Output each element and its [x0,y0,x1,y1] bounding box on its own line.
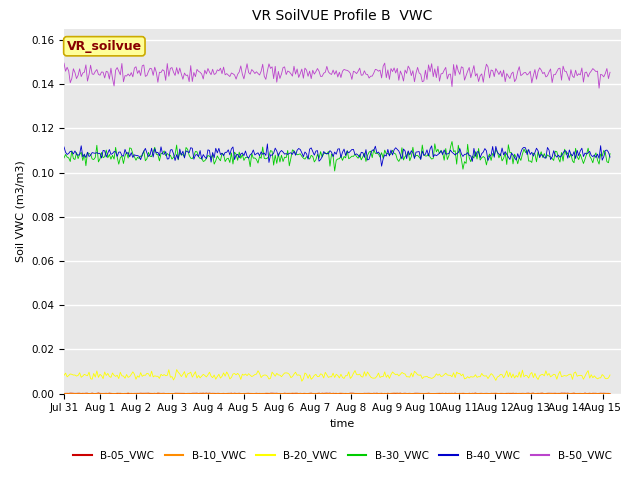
B-30_VWC [606,151,614,156]
B-40_VWC [385,153,393,159]
B-10_VWC [606,391,614,396]
B-20_VWC [602,376,609,382]
B-05_VWC [315,390,323,396]
B-50_VWC [351,69,359,75]
B-20_VWC [173,367,180,372]
B-10_VWC [92,391,99,396]
B-20_VWC [586,375,593,381]
B-50_VWC [595,85,603,91]
Legend: B-05_VWC, B-10_VWC, B-20_VWC, B-30_VWC, B-40_VWC, B-50_VWC: B-05_VWC, B-10_VWC, B-20_VWC, B-30_VWC, … [69,446,616,466]
B-50_VWC [602,71,609,76]
Y-axis label: Soil VWC (m3/m3): Soil VWC (m3/m3) [15,160,26,262]
B-20_VWC [315,374,323,380]
B-30_VWC [60,155,68,161]
B-30_VWC [312,157,320,163]
B-05_VWC [355,391,362,396]
B-10_VWC [602,391,609,396]
B-05_VWC [602,390,609,396]
B-40_VWC [205,148,213,154]
B-30_VWC [205,154,213,159]
B-40_VWC [314,148,321,154]
B-05_VWC [95,390,102,396]
B-30_VWC [602,150,609,156]
B-05_VWC [586,390,593,396]
B-10_VWC [586,390,593,396]
Line: B-50_VWC: B-50_VWC [64,63,610,88]
B-10_VWC [315,390,323,396]
Line: B-30_VWC: B-30_VWC [64,142,610,171]
B-40_VWC [602,147,609,153]
B-30_VWC [384,151,392,156]
B-30_VWC [448,139,456,144]
B-50_VWC [205,69,213,75]
B-05_VWC [85,391,93,396]
B-20_VWC [606,372,614,378]
B-40_VWC [60,144,68,150]
Line: B-05_VWC: B-05_VWC [64,393,610,394]
B-50_VWC [606,70,614,75]
B-10_VWC [209,391,216,396]
Line: B-40_VWC: B-40_VWC [64,144,610,166]
Title: VR SoilVUE Profile B  VWC: VR SoilVUE Profile B VWC [252,10,433,24]
B-50_VWC [384,67,392,73]
B-50_VWC [312,69,320,74]
B-20_VWC [60,372,68,378]
B-40_VWC [586,148,593,154]
B-20_VWC [207,373,215,379]
B-30_VWC [586,153,593,159]
B-30_VWC [331,168,339,174]
B-05_VWC [209,390,216,396]
B-10_VWC [355,391,362,396]
B-30_VWC [353,154,360,159]
Line: B-10_VWC: B-10_VWC [64,393,610,394]
X-axis label: time: time [330,419,355,429]
B-05_VWC [385,391,393,396]
B-20_VWC [385,375,393,381]
B-05_VWC [606,391,614,396]
B-20_VWC [298,378,306,384]
Text: VR_soilvue: VR_soilvue [67,40,142,53]
B-40_VWC [378,163,385,169]
B-10_VWC [385,391,393,396]
B-10_VWC [124,390,132,396]
B-50_VWC [381,60,388,66]
B-05_VWC [60,391,68,396]
B-40_VWC [353,151,360,157]
B-40_VWC [606,154,614,160]
B-20_VWC [355,372,362,378]
Line: B-20_VWC: B-20_VWC [64,370,610,381]
B-40_VWC [264,141,271,147]
B-50_VWC [584,74,592,80]
B-50_VWC [60,60,68,66]
B-10_VWC [60,391,68,396]
